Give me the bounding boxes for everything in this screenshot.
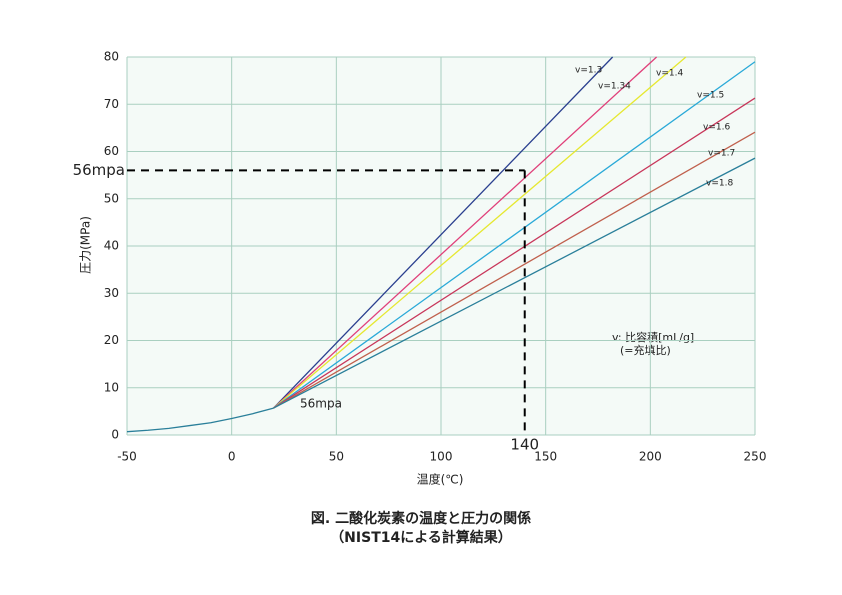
series-label: v=1.3: [575, 66, 602, 76]
series-line: [273, 56, 687, 409]
y-tick-label: 70: [104, 97, 119, 111]
x-tick-label: 100: [430, 450, 453, 464]
annotation: v: 比容積[mL/g]: [612, 330, 694, 344]
series-label: v=1.5: [697, 91, 724, 101]
series-label: v=1.8: [706, 179, 733, 189]
series-line: [273, 157, 756, 409]
y-tick-label: 60: [104, 144, 119, 158]
x-axis-label: 温度(℃): [417, 472, 464, 487]
series-line: [273, 131, 756, 409]
y-tick-label: 80: [104, 50, 119, 64]
annotation: 56mpa: [300, 397, 342, 411]
series-label: v=1.6: [703, 123, 730, 133]
series-label: v=1.34: [598, 82, 631, 92]
y-tick-label: 50: [104, 191, 119, 205]
series-label: v=1.4: [656, 69, 683, 79]
guide-label: 140: [510, 436, 539, 454]
x-tick-label: 50: [329, 450, 344, 464]
y-tick-label: 0: [111, 428, 119, 442]
x-tick-label: 0: [228, 450, 236, 464]
y-tick-label: 30: [104, 286, 119, 300]
series-line: [273, 97, 756, 409]
series-line: [273, 56, 658, 409]
chart-title: 図. 二酸化炭素の温度と圧力の関係: [311, 510, 531, 527]
chart-subtitle: （NIST14による計算結果）: [330, 529, 512, 546]
series-line: [273, 56, 614, 409]
x-tick-label: 250: [744, 450, 767, 464]
series-line: [273, 61, 756, 409]
x-tick-label: -50: [117, 450, 137, 464]
guide-label: 56mpa: [73, 161, 125, 179]
y-tick-label: 20: [104, 333, 119, 347]
series-label: v=1.7: [708, 149, 735, 159]
x-tick-label: 150: [534, 450, 557, 464]
y-tick-label: 40: [104, 239, 119, 253]
annotation: (=充填比): [620, 343, 671, 357]
y-tick-label: 10: [104, 380, 119, 394]
y-axis-label: 圧力(MPa): [79, 216, 93, 274]
x-tick-label: 200: [639, 450, 662, 464]
series-line: [126, 407, 274, 433]
